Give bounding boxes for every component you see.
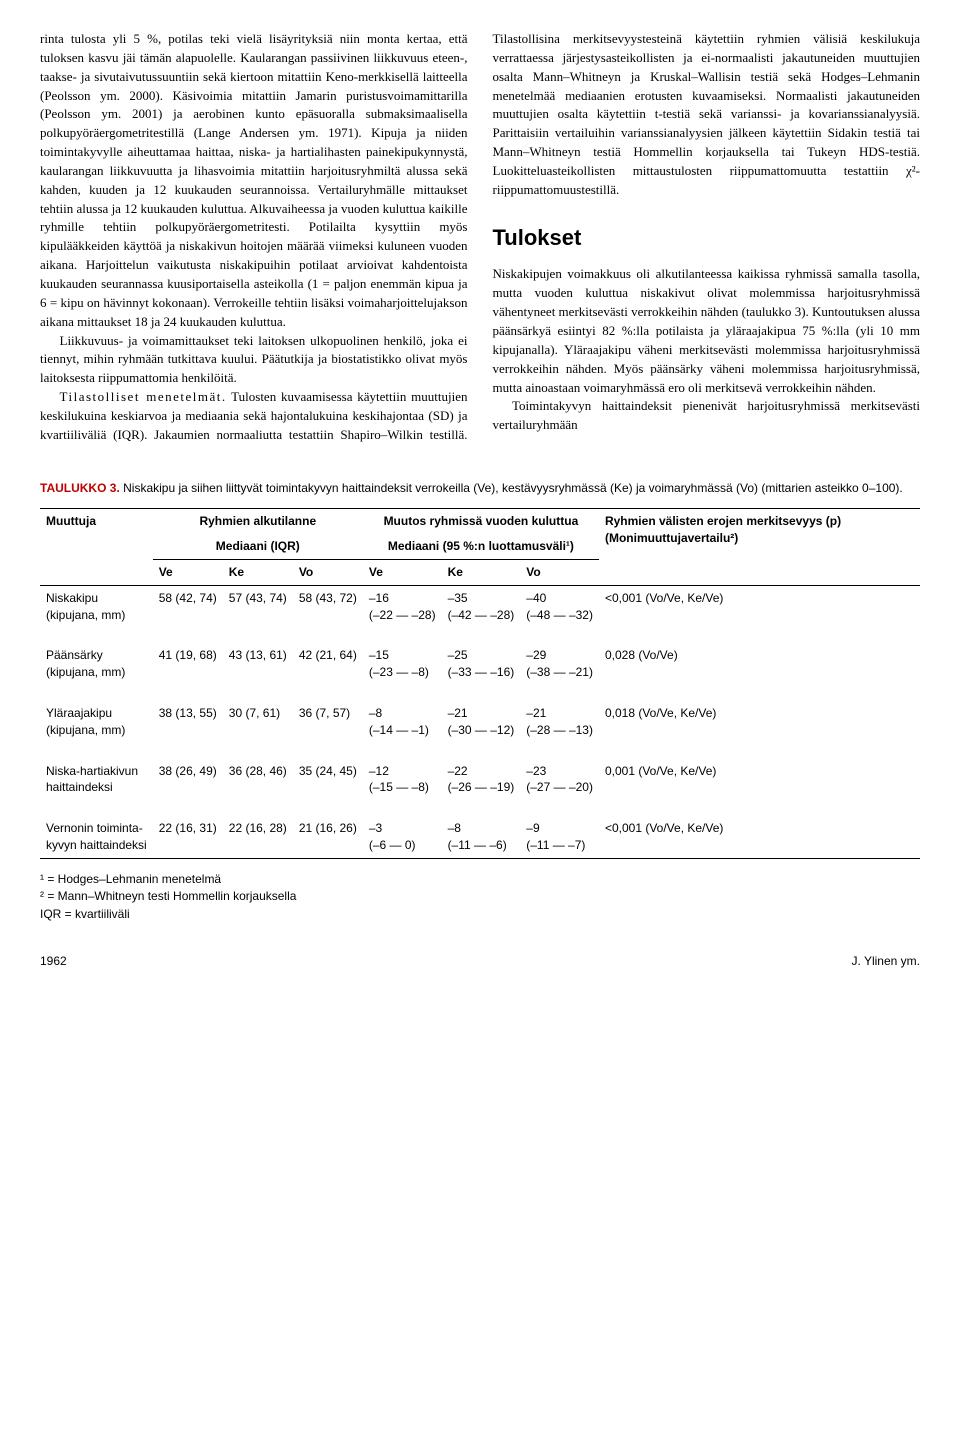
cell: 36 (28, 46) bbox=[223, 759, 293, 801]
paragraph-1: rinta tulosta yli 5 %, potilas teki viel… bbox=[40, 30, 468, 332]
footnote-1: ¹ = Hodges–Lehmanin menetelmä bbox=[40, 871, 920, 888]
cell: Yläraajakipu bbox=[46, 706, 112, 720]
run-in-heading: Tilastolliset menetelmät. bbox=[60, 389, 227, 404]
table-caption: TAULUKKO 3. Niskakipu ja siihen liittyvä… bbox=[40, 480, 920, 497]
data-table: Muuttuja Ryhmien alkutilanne Muutos ryhm… bbox=[40, 508, 920, 858]
cell: (–28 — –13) bbox=[526, 723, 593, 737]
cell: (–11 — –6) bbox=[448, 838, 507, 852]
cell: (–23 — –8) bbox=[369, 665, 429, 679]
cell: –21 bbox=[526, 706, 546, 720]
cell: kyvyn haittaindeksi bbox=[46, 838, 147, 852]
cell: (–38 — –21) bbox=[526, 665, 593, 679]
th-change-sub: Mediaani (95 %:n luottamusväli¹) bbox=[363, 534, 599, 559]
th-baseline-sub: Mediaani (IQR) bbox=[153, 534, 363, 559]
cell: 0,028 (Vo/Ve) bbox=[599, 643, 920, 685]
cell: –15 bbox=[369, 648, 389, 662]
paragraph-2: Liikkuvuus- ja voimamittaukset teki lait… bbox=[40, 332, 468, 389]
cell: –29 bbox=[526, 648, 546, 662]
cell: 0,001 (Vo/Ve, Ke/Ve) bbox=[599, 759, 920, 801]
cell: –21 bbox=[448, 706, 468, 720]
cell: –35 bbox=[448, 591, 468, 605]
th-vo-2: Vo bbox=[520, 559, 599, 585]
cell: 22 (16, 31) bbox=[153, 816, 223, 858]
cell: –12 bbox=[369, 764, 389, 778]
table-row: Niska-hartiakivun haittaindeksi 38 (26, 4… bbox=[40, 759, 920, 801]
table-label: TAULUKKO 3. bbox=[40, 481, 120, 495]
cell: (–11 — –7) bbox=[526, 838, 585, 852]
cell: 38 (26, 49) bbox=[153, 759, 223, 801]
cell: (–6 — 0) bbox=[369, 838, 416, 852]
th-baseline: Ryhmien alkutilanne bbox=[153, 509, 363, 534]
table-footnotes: ¹ = Hodges–Lehmanin menetelmä ² = Mann–W… bbox=[40, 871, 920, 923]
table-caption-text: Niskakipu ja siihen liittyvät toimintaky… bbox=[123, 481, 903, 495]
th-ke-2: Ke bbox=[442, 559, 521, 585]
cell: 57 (43, 74) bbox=[223, 585, 293, 627]
paragraph-4: Niskakipujen voimakkuus oli alkutilantee… bbox=[493, 265, 921, 397]
cell: 36 (7, 57) bbox=[293, 701, 363, 743]
page-footer: 1962 J. Ylinen ym. bbox=[40, 953, 920, 970]
cell: (–30 — –12) bbox=[448, 723, 515, 737]
paragraph-5: Toimintakyvyn haittaindeksit pienenivät … bbox=[493, 397, 921, 435]
cell: –40 bbox=[526, 591, 546, 605]
cell: (–22 — –28) bbox=[369, 608, 436, 622]
table-3-section: TAULUKKO 3. Niskakipu ja siihen liittyvä… bbox=[40, 480, 920, 923]
cell: Vernonin toiminta- bbox=[46, 821, 143, 835]
cell: (–27 — –20) bbox=[526, 780, 593, 794]
cell: 21 (16, 26) bbox=[293, 816, 363, 858]
cell: Päänsärky bbox=[46, 648, 103, 662]
cell: Niskakipu bbox=[46, 591, 98, 605]
th-ve-1: Ve bbox=[153, 559, 223, 585]
cell: 58 (43, 72) bbox=[293, 585, 363, 627]
cell: –25 bbox=[448, 648, 468, 662]
cell: –8 bbox=[369, 706, 382, 720]
cell: 35 (24, 45) bbox=[293, 759, 363, 801]
cell: (–48 — –32) bbox=[526, 608, 593, 622]
section-heading-tulokset: Tulokset bbox=[493, 222, 921, 254]
cell: 42 (21, 64) bbox=[293, 643, 363, 685]
th-sig: Ryhmien välisten erojen merkitsevyys (p)… bbox=[599, 509, 920, 560]
cell: (–33 — –16) bbox=[448, 665, 515, 679]
cell: (kipujana, mm) bbox=[46, 608, 125, 622]
cell: <0,001 (Vo/Ve, Ke/Ve) bbox=[599, 816, 920, 858]
th-vo-1: Vo bbox=[293, 559, 363, 585]
cell: –8 bbox=[448, 821, 461, 835]
cell: –23 bbox=[526, 764, 546, 778]
th-ke-1: Ke bbox=[223, 559, 293, 585]
footnote-2: ² = Mann–Whitneyn testi Hommellin korjau… bbox=[40, 888, 920, 905]
th-change: Muutos ryhmissä vuoden kuluttua bbox=[363, 509, 599, 534]
table-row: Päänsärky (kipujana, mm) 41 (19, 68) 43 (… bbox=[40, 643, 920, 685]
th-variable: Muuttuja bbox=[40, 509, 153, 560]
cell: (–42 — –28) bbox=[448, 608, 515, 622]
cell: (–14 — –1) bbox=[369, 723, 429, 737]
cell: 58 (42, 74) bbox=[153, 585, 223, 627]
cell: 41 (19, 68) bbox=[153, 643, 223, 685]
cell: haittaindeksi bbox=[46, 780, 113, 794]
cell: 30 (7, 61) bbox=[223, 701, 293, 743]
table-row: Yläraajakipu (kipujana, mm) 38 (13, 55) 3… bbox=[40, 701, 920, 743]
cell: <0,001 (Vo/Ve, Ke/Ve) bbox=[599, 585, 920, 627]
cell: –9 bbox=[526, 821, 539, 835]
cell: (kipujana, mm) bbox=[46, 665, 125, 679]
cell: Niska-hartiakivun bbox=[46, 764, 138, 778]
cell: –16 bbox=[369, 591, 389, 605]
th-ve-2: Ve bbox=[363, 559, 442, 585]
cell: 38 (13, 55) bbox=[153, 701, 223, 743]
cell: (kipujana, mm) bbox=[46, 723, 125, 737]
footnote-3: IQR = kvartiiliväli bbox=[40, 906, 920, 923]
cell: (–15 — –8) bbox=[369, 780, 429, 794]
cell: –3 bbox=[369, 821, 382, 835]
table-row: Vernonin toiminta-kyvyn haittaindeksi 22… bbox=[40, 816, 920, 858]
body-text-columns: rinta tulosta yli 5 %, potilas teki viel… bbox=[40, 30, 920, 445]
author-running-head: J. Ylinen ym. bbox=[852, 953, 920, 970]
cell: 0,018 (Vo/Ve, Ke/Ve) bbox=[599, 701, 920, 743]
cell: 43 (13, 61) bbox=[223, 643, 293, 685]
page-number: 1962 bbox=[40, 953, 67, 970]
table-row: Niskakipu (kipujana, mm) 58 (42, 74) 57 (… bbox=[40, 585, 920, 627]
cell: 22 (16, 28) bbox=[223, 816, 293, 858]
cell: –22 bbox=[448, 764, 468, 778]
cell: (–26 — –19) bbox=[448, 780, 515, 794]
